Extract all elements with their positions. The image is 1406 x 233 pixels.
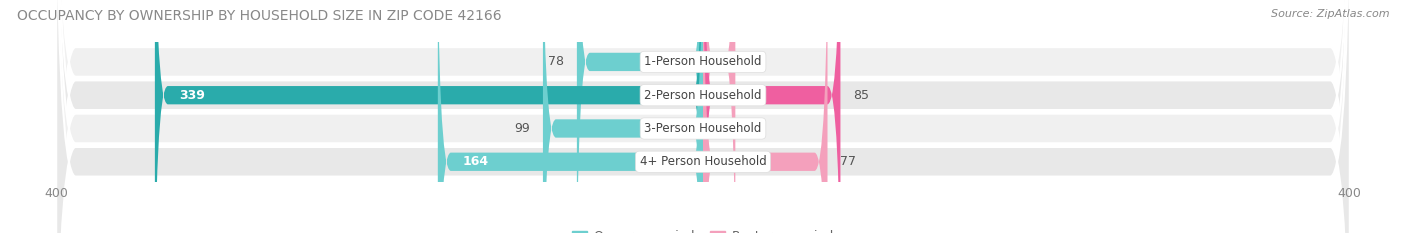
FancyBboxPatch shape: [56, 0, 1350, 233]
Legend: Owner-occupied, Renter-occupied: Owner-occupied, Renter-occupied: [568, 225, 838, 233]
FancyBboxPatch shape: [703, 0, 735, 233]
Text: 0: 0: [716, 122, 724, 135]
Text: 164: 164: [463, 155, 488, 168]
Text: Source: ZipAtlas.com: Source: ZipAtlas.com: [1271, 9, 1389, 19]
Text: 78: 78: [548, 55, 564, 69]
FancyBboxPatch shape: [437, 0, 703, 233]
Text: 339: 339: [179, 89, 205, 102]
Text: 20: 20: [748, 55, 763, 69]
FancyBboxPatch shape: [56, 0, 1350, 233]
Text: 1-Person Household: 1-Person Household: [644, 55, 762, 69]
FancyBboxPatch shape: [543, 0, 703, 233]
Text: 4+ Person Household: 4+ Person Household: [640, 155, 766, 168]
FancyBboxPatch shape: [703, 0, 841, 233]
FancyBboxPatch shape: [56, 0, 1350, 233]
FancyBboxPatch shape: [576, 0, 703, 233]
Text: 85: 85: [853, 89, 869, 102]
Text: OCCUPANCY BY OWNERSHIP BY HOUSEHOLD SIZE IN ZIP CODE 42166: OCCUPANCY BY OWNERSHIP BY HOUSEHOLD SIZE…: [17, 9, 502, 23]
FancyBboxPatch shape: [703, 0, 828, 233]
Text: 99: 99: [515, 122, 530, 135]
Text: 3-Person Household: 3-Person Household: [644, 122, 762, 135]
FancyBboxPatch shape: [56, 0, 1350, 233]
FancyBboxPatch shape: [155, 0, 703, 233]
Text: 77: 77: [841, 155, 856, 168]
Text: 2-Person Household: 2-Person Household: [644, 89, 762, 102]
